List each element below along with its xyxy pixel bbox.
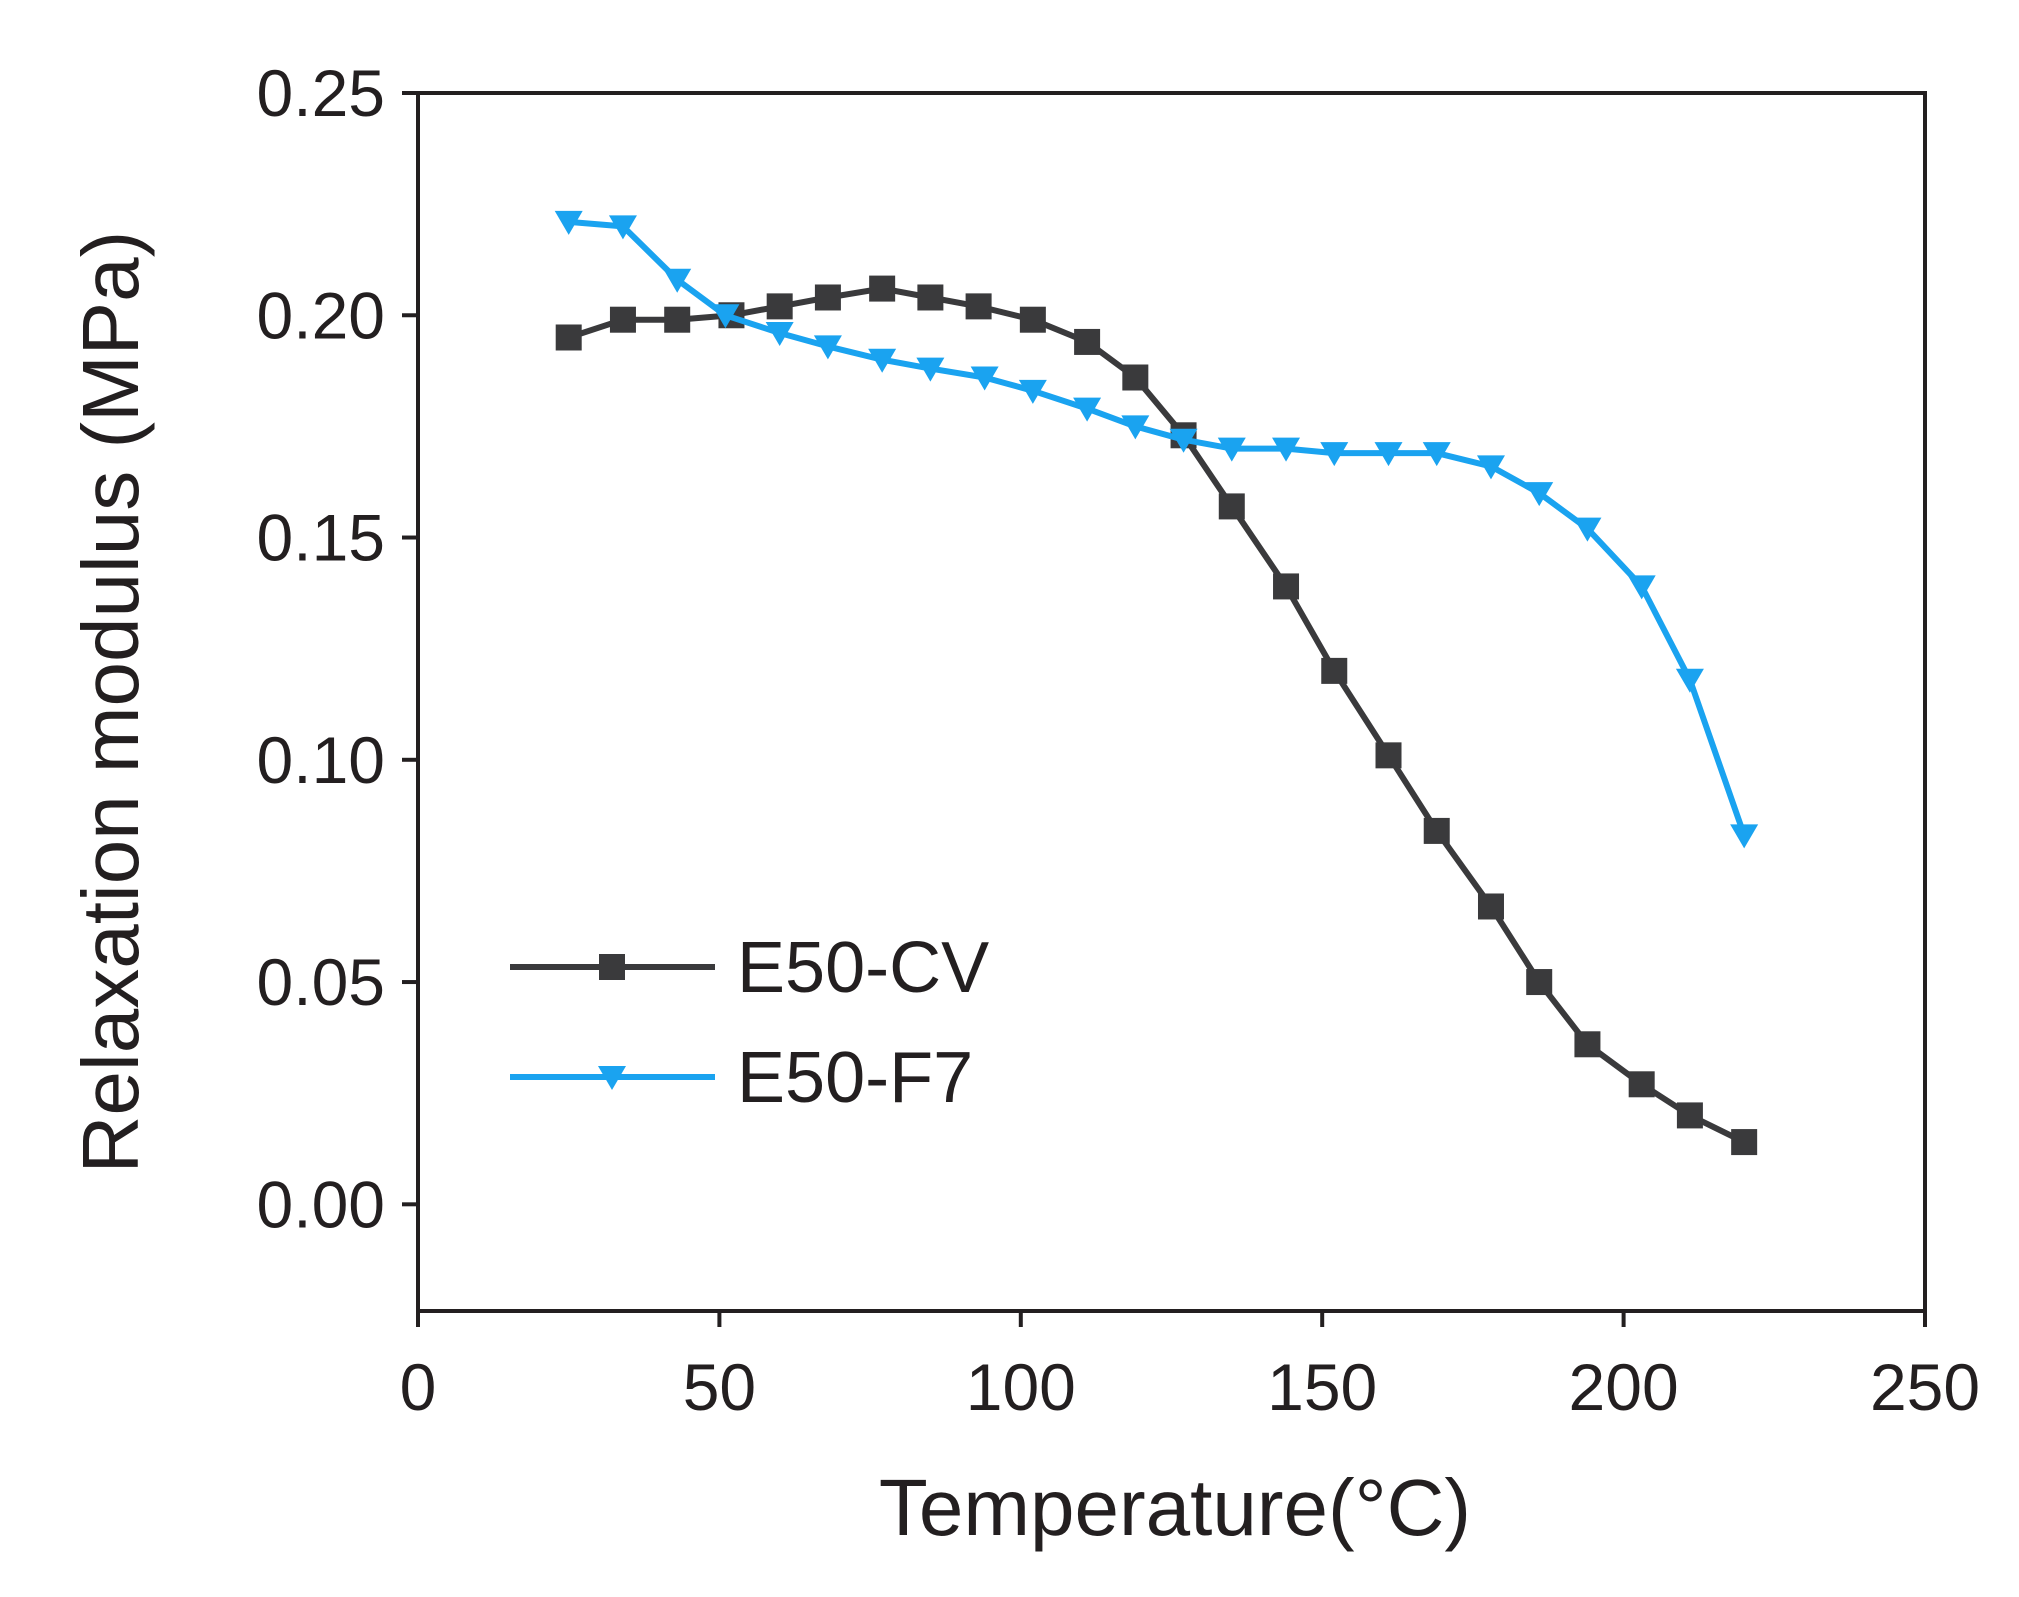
data-point-e50-f7 xyxy=(765,322,794,347)
data-point-e50-f7 xyxy=(1073,397,1102,422)
y-tick-label: 0.25 xyxy=(257,56,385,130)
data-point-e50-f7 xyxy=(1627,575,1656,600)
x-tick-label: 50 xyxy=(683,1350,756,1424)
data-point-e50-cv xyxy=(1477,893,1504,920)
series-layer xyxy=(554,210,1759,1156)
data-point-e50-cv xyxy=(1676,1102,1703,1129)
data-point-e50-f7 xyxy=(1217,437,1246,462)
data-point-e50-f7 xyxy=(813,335,842,360)
y-axis-title: Relaxation modulus (MPa) xyxy=(66,231,155,1174)
data-point-e50-f7 xyxy=(1169,428,1198,453)
data-point-e50-cv xyxy=(1218,493,1245,520)
data-point-e50-cv xyxy=(965,293,992,320)
x-tick-label: 250 xyxy=(1870,1350,1980,1424)
data-point-e50-cv xyxy=(1731,1129,1758,1156)
x-axis-title: Temperature(°C) xyxy=(879,1463,1471,1552)
data-point-e50-f7 xyxy=(868,348,897,373)
series-e50-f7 xyxy=(554,210,1759,849)
x-tick-label: 150 xyxy=(1267,1350,1377,1424)
data-point-e50-cv xyxy=(1375,742,1402,769)
data-point-e50-cv xyxy=(814,284,841,311)
data-point-e50-f7 xyxy=(1320,442,1349,467)
data-point-e50-cv xyxy=(1574,1031,1601,1058)
data-point-e50-f7 xyxy=(1272,437,1301,462)
legend-item-e50-cv: E50-CV xyxy=(510,928,989,1008)
data-point-e50-f7 xyxy=(663,268,692,293)
legend-label-e50-f7: E50-F7 xyxy=(737,1038,973,1118)
legend-label-e50-cv: E50-CV xyxy=(737,928,989,1008)
data-point-e50-cv xyxy=(766,293,793,320)
data-point-e50-f7 xyxy=(1018,379,1047,404)
legend-marker-e50-cv xyxy=(599,954,625,980)
x-tick-label: 100 xyxy=(966,1350,1076,1424)
data-point-e50-f7 xyxy=(1374,442,1403,467)
plot-frame xyxy=(416,91,1927,1313)
data-point-e50-f7 xyxy=(554,210,583,235)
data-point-e50-f7 xyxy=(916,357,945,382)
data-point-e50-f7 xyxy=(711,304,740,329)
series-e50-cv xyxy=(555,275,1758,1156)
data-point-e50-f7 xyxy=(1422,442,1451,467)
y-tick-label: 0.05 xyxy=(257,945,385,1019)
data-point-e50-cv xyxy=(1321,657,1348,684)
data-point-e50-f7 xyxy=(1675,668,1704,693)
data-point-e50-f7 xyxy=(1121,415,1150,440)
data-point-e50-f7 xyxy=(1573,517,1602,542)
data-point-e50-cv xyxy=(1019,306,1046,333)
data-point-e50-f7 xyxy=(1476,455,1505,480)
legend-item-e50-f7: E50-F7 xyxy=(510,1038,973,1118)
data-point-e50-cv xyxy=(1074,328,1101,355)
data-point-e50-f7 xyxy=(1525,482,1554,507)
data-point-e50-cv xyxy=(1122,364,1149,391)
data-point-e50-f7 xyxy=(1730,824,1759,849)
data-point-e50-cv xyxy=(609,306,636,333)
data-point-e50-cv xyxy=(555,324,582,351)
data-point-e50-cv xyxy=(1526,969,1553,996)
data-point-e50-cv xyxy=(1628,1071,1655,1098)
y-tick-label: 0.10 xyxy=(257,723,385,797)
data-point-e50-cv xyxy=(869,275,896,302)
data-point-e50-cv xyxy=(1423,817,1450,844)
data-point-e50-cv xyxy=(917,284,944,311)
data-point-e50-cv xyxy=(1273,573,1300,600)
legend: E50-CV E50-F7 xyxy=(510,928,989,1118)
data-point-e50-f7 xyxy=(608,215,637,240)
data-point-e50-cv xyxy=(664,306,691,333)
ticks-layer: 0 50 100 150 200 250 0.00 0.05 0.10 0.15 0.20 0.25 xyxy=(257,56,1981,1424)
y-tick-label: 0.20 xyxy=(257,278,385,352)
data-point-e50-f7 xyxy=(970,366,999,391)
y-tick-label: 0.00 xyxy=(257,1167,385,1241)
x-tick-label: 200 xyxy=(1569,1350,1679,1424)
x-tick-label: 0 xyxy=(400,1350,437,1424)
y-tick-label: 0.15 xyxy=(257,501,385,575)
legend-marker-e50-f7 xyxy=(598,1066,626,1090)
